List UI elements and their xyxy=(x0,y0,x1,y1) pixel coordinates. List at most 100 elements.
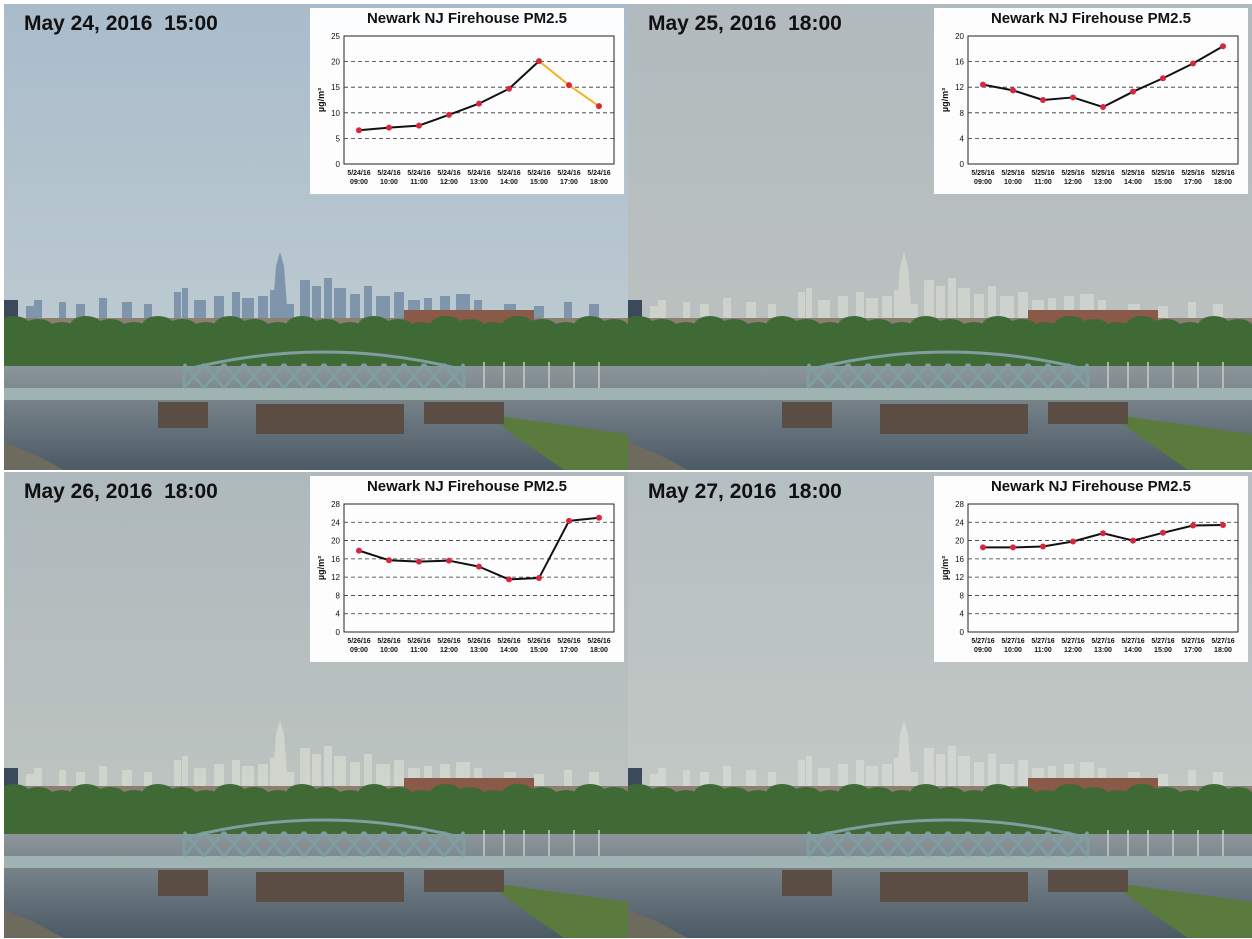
data-point xyxy=(1010,544,1016,551)
y-axis-label: µg/m³ xyxy=(316,88,326,112)
timestamp-label: May 24, 2016 15:00 xyxy=(24,12,218,35)
x-tick-label: 5/26/16 18:00 xyxy=(587,638,610,654)
data-point xyxy=(386,124,392,131)
series-line-segment xyxy=(1012,89,1044,101)
data-point xyxy=(980,544,986,551)
y-tick-label: 20 xyxy=(331,537,340,546)
bridge-deck xyxy=(628,388,1252,400)
x-tick-label: 5/24/16 17:00 xyxy=(557,170,580,186)
bridge-truss xyxy=(806,350,1090,389)
pm25-line-plot: 0 4 8 12 16 20 µg/m³ 5/25/16 09:00 5/25/16 10:00 5/… xyxy=(940,32,1239,186)
data-point xyxy=(1040,543,1046,550)
riverbank-grass xyxy=(1108,882,1252,938)
photo-panel-may-25: May 25, 2016 18:00 Newark NJ Firehouse P… xyxy=(628,4,1252,470)
y-tick-label: 28 xyxy=(331,500,340,509)
y-tick-label: 0 xyxy=(960,160,965,169)
x-tick-label: 5/26/16 11:00 xyxy=(407,638,430,654)
x-tick-label: 5/27/16 10:00 xyxy=(1001,638,1024,654)
series-line-segment xyxy=(1042,540,1074,548)
data-point xyxy=(1160,75,1166,82)
y-tick-label: 16 xyxy=(331,555,340,564)
series-line-segment xyxy=(538,520,570,579)
x-tick-label: 5/26/16 09:00 xyxy=(347,638,370,654)
series-line-segment xyxy=(1072,532,1104,543)
street-lamps xyxy=(483,362,600,388)
chart-title: Newark NJ Firehouse PM2.5 xyxy=(990,10,1192,27)
pm25-chart: Newark NJ Firehouse PM2.5 0 4 8 12 16 20 24 28 µ… xyxy=(934,476,1248,662)
data-point xyxy=(1190,522,1196,529)
y-tick-label: 5 xyxy=(336,134,341,143)
data-point xyxy=(1070,538,1076,545)
series-line-segment xyxy=(538,60,570,86)
x-tick-label: 5/24/16 14:00 xyxy=(497,170,520,186)
x-tick-label: 5/25/16 10:00 xyxy=(1001,170,1024,186)
street-lamps xyxy=(1107,830,1224,856)
data-point xyxy=(356,547,362,554)
y-tick-label: 16 xyxy=(955,555,964,564)
series-line-segment xyxy=(448,559,480,568)
x-tick-label: 5/25/16 09:00 xyxy=(971,170,994,186)
series-line-segment xyxy=(478,87,510,105)
y-tick-label: 20 xyxy=(955,537,964,546)
riverbank-rocks xyxy=(4,910,64,938)
x-tick-label: 5/27/16 13:00 xyxy=(1091,638,1114,654)
x-tick-label: 5/24/16 10:00 xyxy=(377,170,400,186)
x-tick-label: 5/26/16 14:00 xyxy=(497,638,520,654)
series-line-segment xyxy=(1072,96,1104,108)
riverbank-grass xyxy=(484,414,628,470)
timestamp-label: May 26, 2016 18:00 xyxy=(24,480,218,503)
y-axis-label: µg/m³ xyxy=(940,88,950,112)
y-tick-label: 25 xyxy=(331,32,340,41)
riverbank-rocks xyxy=(628,442,688,470)
series-line-segment xyxy=(1102,90,1134,108)
data-point xyxy=(1130,88,1136,95)
data-point xyxy=(386,557,392,564)
x-tick-label: 5/26/16 13:00 xyxy=(467,638,490,654)
x-tick-label: 5/24/16 09:00 xyxy=(347,170,370,186)
data-point xyxy=(596,103,602,110)
skyline-bridge-photo xyxy=(4,472,628,938)
data-point xyxy=(1100,104,1106,111)
data-point xyxy=(416,122,422,129)
series-line-segment xyxy=(1132,531,1164,542)
bridge-piers xyxy=(158,870,504,902)
bridge-deck xyxy=(628,856,1252,868)
tree-line xyxy=(628,784,1252,836)
city-skyline xyxy=(628,252,1223,320)
x-tick-label: 5/26/16 15:00 xyxy=(527,638,550,654)
data-point xyxy=(1100,530,1106,537)
series-line-segment xyxy=(1102,532,1134,542)
data-point xyxy=(1040,97,1046,103)
series-line-segment xyxy=(1162,524,1194,534)
street-lamps xyxy=(1107,362,1224,388)
x-tick-label: 5/24/16 12:00 xyxy=(437,170,460,186)
y-tick-label: 4 xyxy=(960,134,965,143)
y-tick-label: 8 xyxy=(960,591,965,600)
timestamp-label: May 27, 2016 18:00 xyxy=(648,480,842,503)
x-tick-label: 5/25/16 11:00 xyxy=(1031,170,1054,186)
y-tick-label: 10 xyxy=(331,109,340,118)
x-tick-label: 5/25/16 13:00 xyxy=(1091,170,1114,186)
y-tick-label: 15 xyxy=(331,83,340,92)
bridge-piers xyxy=(782,870,1128,902)
x-tick-label: 5/27/16 17:00 xyxy=(1181,638,1204,654)
bridge-truss xyxy=(182,818,466,857)
riverbank-grass xyxy=(484,882,628,938)
data-point xyxy=(1160,529,1166,536)
y-tick-label: 4 xyxy=(960,610,965,619)
series-line-segment xyxy=(568,84,600,107)
x-tick-label: 5/24/16 13:00 xyxy=(467,170,490,186)
data-point xyxy=(1010,87,1016,94)
pm25-chart: Newark NJ Firehouse PM2.5 0 5 10 15 20 25 µg/m… xyxy=(310,8,624,194)
x-tick-label: 5/24/16 11:00 xyxy=(407,170,430,186)
plot-frame xyxy=(343,35,615,165)
y-tick-label: 8 xyxy=(960,109,965,118)
data-point xyxy=(596,514,602,521)
bridge-piers xyxy=(158,402,504,434)
riverbank-grass xyxy=(1108,414,1252,470)
y-tick-label: 0 xyxy=(336,160,341,169)
x-tick-label: 5/26/16 12:00 xyxy=(437,638,460,654)
tree-line xyxy=(628,316,1252,368)
y-tick-label: 4 xyxy=(336,610,341,619)
series-line-segment xyxy=(358,126,390,132)
